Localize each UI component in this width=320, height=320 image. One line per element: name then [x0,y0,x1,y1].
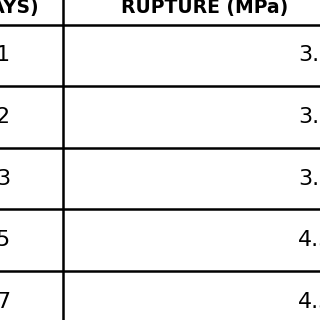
Text: 4.3: 4.3 [298,230,320,250]
Text: 1: 1 [0,45,10,65]
Text: MODULUS OF
RUPTURE (MPa): MODULUS OF RUPTURE (MPa) [121,0,288,17]
Text: 3: 3 [0,169,10,189]
Text: AGE
(DAYS): AGE (DAYS) [0,0,39,17]
Text: 7: 7 [0,292,10,312]
Text: 3.6: 3.6 [298,45,320,65]
Text: 4.5: 4.5 [298,292,320,312]
Text: 3.7: 3.7 [298,169,320,189]
Text: 2: 2 [0,107,10,127]
Text: 3.5: 3.5 [298,107,320,127]
Text: 5: 5 [0,230,10,250]
